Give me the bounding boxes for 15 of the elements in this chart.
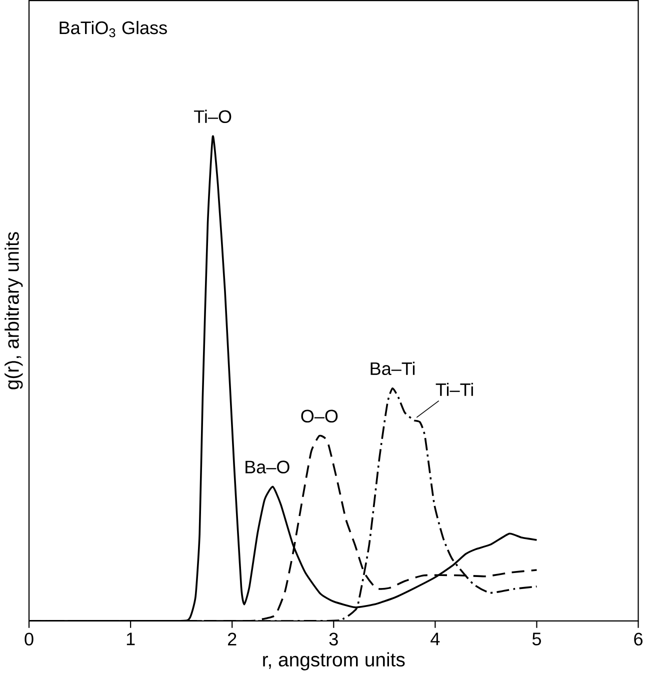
x-tick-label: 0 xyxy=(24,632,34,646)
x-tick-label: 4 xyxy=(430,632,440,646)
x-tick-label: 2 xyxy=(228,632,236,646)
x-tick-label: 3 xyxy=(329,632,338,646)
text: BaTiO$_{3}$ Glass xyxy=(60,20,167,38)
x-axis-title: r, angstrom units xyxy=(263,652,405,670)
annotation: O–O xyxy=(301,410,338,423)
x-tick-label: 1 xyxy=(126,632,135,646)
annotation: Ba–Ti xyxy=(370,362,415,376)
annotation: Ba–O xyxy=(246,460,290,474)
annotation: Ti–Ti xyxy=(436,382,473,396)
x-tick-label: 6 xyxy=(634,632,643,646)
annotation: Ti–O xyxy=(194,110,232,124)
x-tick-label: 5 xyxy=(532,632,542,646)
y-axis-title: g(r), arbitrary units xyxy=(4,232,23,390)
